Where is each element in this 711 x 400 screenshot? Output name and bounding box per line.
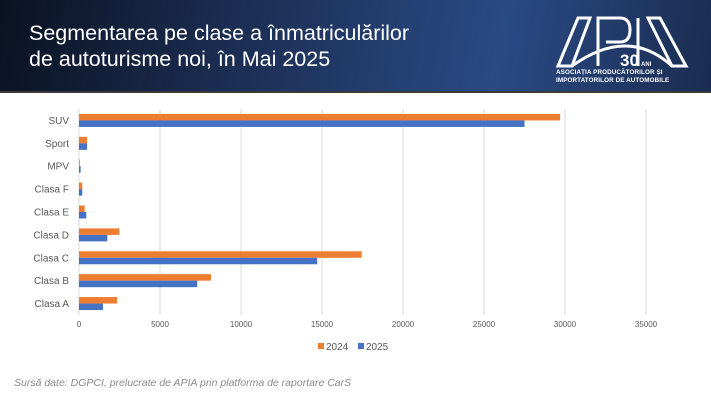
legend: 2024 2025 bbox=[318, 342, 389, 353]
header-banner bbox=[0, 0, 711, 91]
x-tick-label: 15000 bbox=[311, 320, 334, 329]
title-line-1: Segmentarea pe clase a înmatriculărilor bbox=[29, 21, 410, 45]
bars bbox=[79, 113, 561, 311]
title-line-2: de autoturisme noi, în Mai 2025 bbox=[29, 47, 331, 71]
bar-chart: SUV Sport MPV Clasa F Clasa E Clasa D Clasa C C… bbox=[33, 109, 658, 353]
logo-p-stroke bbox=[596, 16, 632, 66]
category-label: Clasa F bbox=[35, 185, 69, 196]
category-label: Clasa B bbox=[34, 276, 69, 287]
logo-caption-line-1: ASOCIAȚIA PRODUCĂTORILOR ȘI bbox=[556, 69, 663, 76]
bar-2025-mpv bbox=[79, 166, 81, 173]
bar-2025-clasa-d bbox=[79, 234, 108, 242]
category-label: Clasa C bbox=[33, 253, 69, 264]
category-label: Clasa D bbox=[33, 230, 69, 241]
category-label: MPV bbox=[47, 162, 69, 173]
bar-2024-clasa-e bbox=[79, 205, 85, 212]
x-tick-label: 10000 bbox=[230, 320, 253, 329]
logo-badge-sub: ANI bbox=[641, 62, 652, 68]
x-tick-labels: 0 5000 10000 15000 20000 25000 30000 35000 bbox=[77, 320, 658, 329]
logo-a-left-stroke bbox=[555, 16, 593, 68]
bar-2024-clasa-f bbox=[79, 182, 83, 190]
bar-2025-clasa-c bbox=[79, 257, 318, 265]
logo-caption-line-2: IMPORTATORILOR DE AUTOMOBILE bbox=[556, 76, 670, 84]
legend-swatch-2024 bbox=[318, 343, 324, 349]
source-note: Sursă date: DGPCI, prelucrate de APIA pr… bbox=[14, 377, 352, 389]
x-tick-label: 0 bbox=[77, 320, 82, 329]
bar-2024-sport bbox=[79, 136, 88, 144]
legend-swatch-2025 bbox=[358, 343, 364, 349]
x-tick-label: 5000 bbox=[151, 320, 169, 329]
category-label: SUV bbox=[48, 116, 69, 127]
logo-caption: ASOCIAȚIA PRODUCĂTORILOR ȘI IMPORTATORIL… bbox=[556, 69, 669, 84]
bar-2024-clasa-b bbox=[79, 274, 212, 281]
header-divider bbox=[0, 91, 711, 93]
x-tick-label: 20000 bbox=[392, 320, 415, 329]
x-tick-label: 30000 bbox=[554, 320, 577, 329]
category-label: Clasa E bbox=[34, 208, 69, 219]
bar-2025-clasa-a bbox=[79, 303, 103, 311]
logo-badge: 30 bbox=[620, 51, 639, 70]
bar-2025-clasa-f bbox=[79, 189, 83, 196]
category-label: Sport bbox=[45, 139, 69, 150]
logo-arc bbox=[571, 44, 674, 68]
bar-2024-clasa-a bbox=[79, 297, 118, 304]
legend-label-2025: 2025 bbox=[366, 342, 389, 353]
x-tick-label: 35000 bbox=[635, 320, 658, 329]
page-title: Segmentarea pe clase a înmatriculărilor … bbox=[29, 20, 409, 72]
category-labels: SUV Sport MPV Clasa F Clasa E Clasa D Clasa C C… bbox=[33, 116, 69, 310]
bar-2025-suv bbox=[79, 120, 525, 127]
bar-2025-clasa-e bbox=[79, 212, 87, 219]
legend-label-2024: 2024 bbox=[326, 342, 349, 353]
x-tick-label: 25000 bbox=[473, 320, 496, 329]
logo-a-right-stroke bbox=[645, 16, 689, 68]
bar-2024-clasa-d bbox=[79, 228, 120, 235]
category-label: Clasa A bbox=[35, 299, 70, 310]
apia-logo: 30 ANI bbox=[555, 16, 689, 70]
bar-2024-suv bbox=[79, 113, 561, 121]
bar-2025-sport bbox=[79, 143, 88, 150]
bar-2025-clasa-b bbox=[79, 280, 198, 288]
bar-2024-clasa-c bbox=[79, 251, 362, 258]
bar-2024-mpv bbox=[79, 159, 80, 167]
